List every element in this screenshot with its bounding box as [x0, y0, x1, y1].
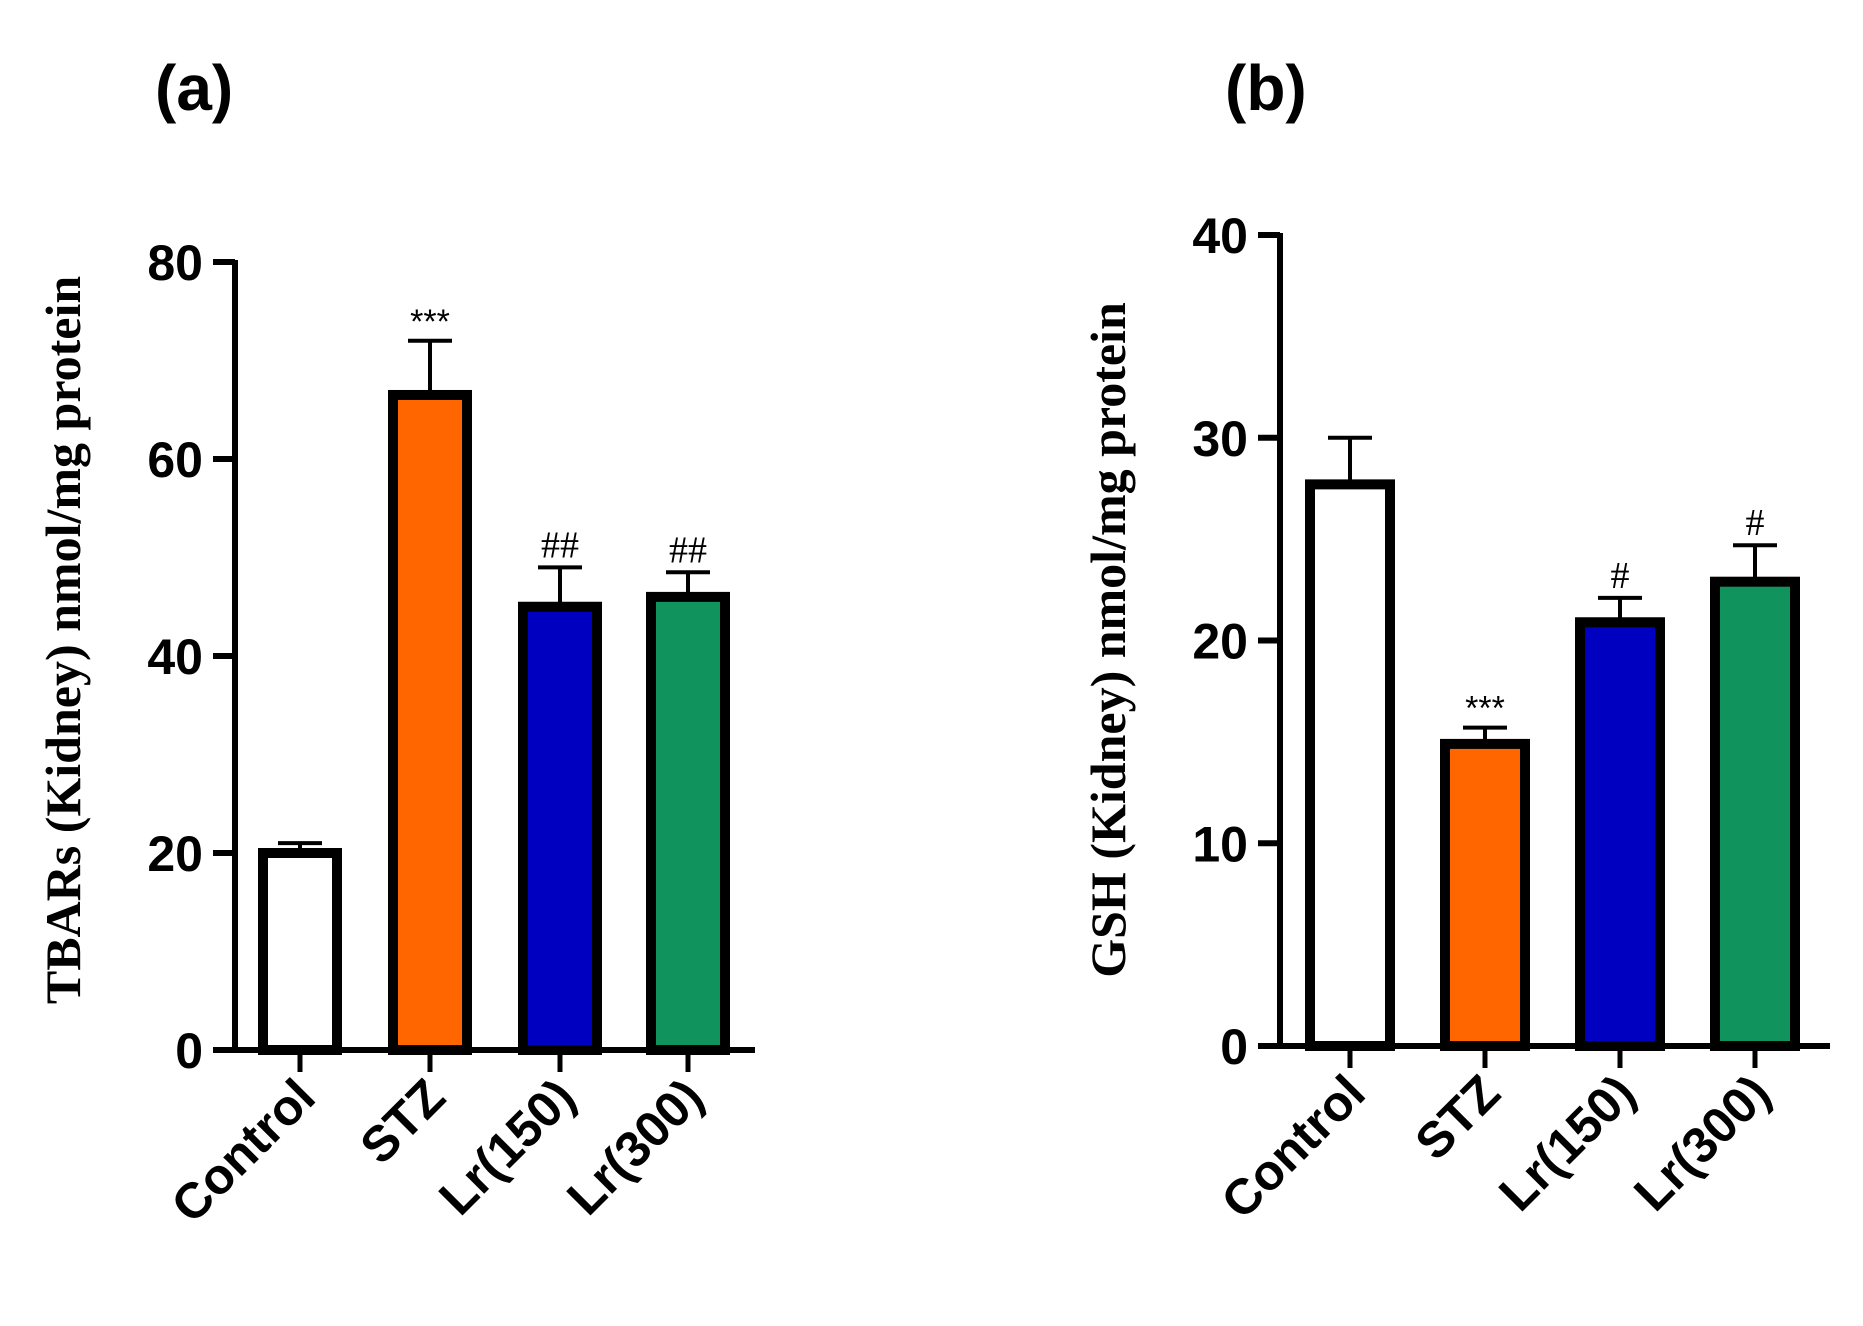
bar-stz [1440, 738, 1530, 1052]
panel-label: (b) [1225, 52, 1307, 124]
y-axis-label: GSH (Kidney) nmol/mg protein [1080, 302, 1136, 978]
significance-marker: ## [669, 529, 707, 571]
significance-marker: # [1746, 502, 1765, 544]
significance-marker: # [1611, 555, 1630, 597]
y-tick-label: 30 [1192, 411, 1248, 467]
y-axis-label: TBARs (Kidney) nmol/mg protein [35, 276, 91, 1004]
x-tick-label: STZ [1404, 1064, 1510, 1170]
bar-lr300 [646, 591, 730, 1056]
y-tick-label: 0 [175, 1023, 203, 1079]
significance-marker: *** [1465, 690, 1505, 728]
y-tick-label: 80 [147, 235, 203, 291]
bar-lr150 [1575, 617, 1665, 1051]
y-tick-label: 20 [1192, 614, 1248, 670]
chart-panel-b: (b) GSH (Kidney) nmol/mg protein 0 10 20 30 40… [1080, 52, 1830, 1229]
panel-label: (a) [155, 52, 233, 124]
bar-control [1305, 479, 1395, 1051]
y-tick-label: 40 [1192, 208, 1248, 264]
x-tick-label: STZ [349, 1068, 455, 1174]
x-tick-label: Lr(150) [428, 1068, 585, 1225]
bar-lr150 [518, 601, 602, 1055]
bar-stz [388, 389, 472, 1056]
x-tick-label: Lr(300) [1623, 1064, 1780, 1221]
x-tick-label: Lr(150) [1488, 1064, 1645, 1221]
x-tick-label: Lr(300) [556, 1068, 713, 1225]
bar-lr300 [1710, 576, 1800, 1051]
significance-marker: ## [541, 524, 579, 566]
y-tick-label: 40 [147, 629, 203, 685]
y-tick-label: 20 [147, 826, 203, 882]
bar-control [258, 848, 342, 1055]
x-tick-label: Control [1211, 1064, 1376, 1229]
x-tick-label: Control [161, 1068, 326, 1233]
y-tick-label: 60 [147, 432, 203, 488]
significance-marker: *** [410, 303, 450, 341]
chart-panel-a: (a) TBARs (Kidney) nmol/mg protein 0 20 40 60… [35, 52, 755, 1233]
y-tick-label: 0 [1220, 1019, 1248, 1075]
y-tick-label: 10 [1192, 816, 1248, 872]
